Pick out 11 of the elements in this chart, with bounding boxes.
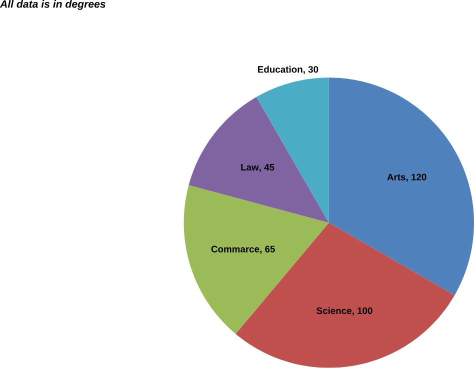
slice-label: Education: [258, 66, 302, 73]
data-label: , 45: [259, 164, 274, 172]
data-label: , 100: [352, 308, 372, 316]
data-label: , 65: [260, 246, 275, 254]
slice-label: Commarce: [211, 246, 260, 253]
slice-label: Arts: [387, 174, 406, 180]
slice-label: Science: [316, 307, 352, 314]
text: All data is in degrees: [0, 0, 106, 10]
data-label: , 120: [406, 174, 426, 182]
slice-label: Law: [241, 164, 259, 171]
data-label: , 30: [303, 66, 318, 74]
